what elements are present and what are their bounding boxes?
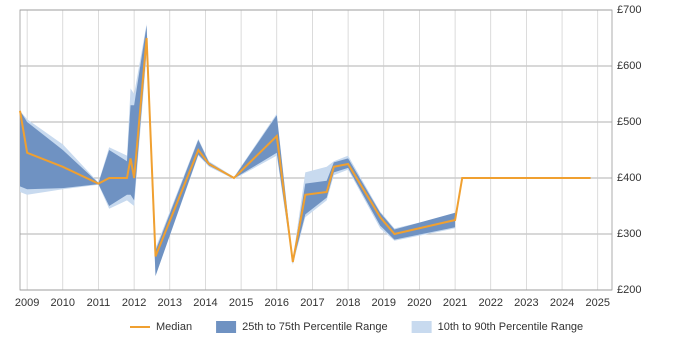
x-tick-label: 2017 (300, 297, 324, 309)
legend-label: 10th to 90th Percentile Range (438, 321, 584, 333)
x-tick-label: 2014 (193, 297, 217, 309)
x-tick-label: 2012 (122, 297, 146, 309)
x-tick-label: 2020 (407, 297, 431, 309)
y-tick-label: £200 (617, 284, 641, 296)
x-tick-label: 2010 (51, 297, 75, 309)
x-tick-label: 2021 (443, 297, 467, 309)
x-tick-label: 2019 (372, 297, 396, 309)
y-tick-label: £600 (617, 60, 641, 72)
x-tick-label: 2009 (15, 297, 39, 309)
percentile-band (20, 25, 456, 277)
y-tick-label: £500 (617, 116, 641, 128)
x-tick-label: 2023 (514, 297, 538, 309)
y-tick-label: £700 (617, 4, 641, 16)
legend-label: Median (156, 321, 192, 333)
x-tick-label: 2016 (265, 297, 289, 309)
median-line (19, 37, 591, 263)
x-tick-label: 2018 (336, 297, 360, 309)
x-tick-label: 2011 (87, 297, 111, 309)
x-tick-label: 2025 (585, 297, 609, 309)
x-tick-label: 2013 (158, 297, 182, 309)
y-tick-label: £400 (617, 172, 641, 184)
legend-swatch (216, 321, 237, 333)
x-tick-label: 2022 (479, 297, 503, 309)
x-tick-label: 2024 (550, 297, 574, 309)
legend-label: 25th to 75th Percentile Range (242, 321, 388, 333)
legend-swatch (411, 321, 432, 333)
percentile-band (20, 24, 456, 276)
y-tick-label: £300 (617, 228, 641, 240)
x-tick-label: 2015 (229, 297, 253, 309)
